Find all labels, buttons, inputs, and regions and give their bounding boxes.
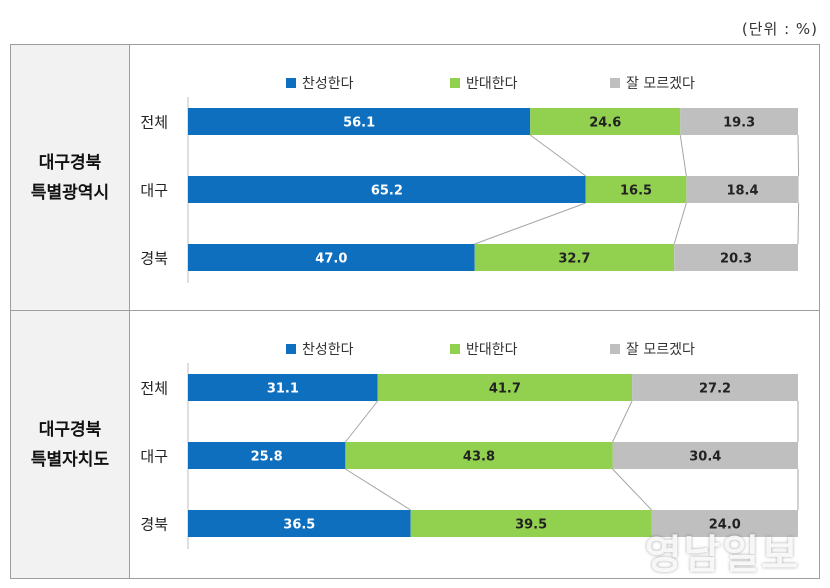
- category-label: 경북: [140, 250, 168, 268]
- bar-segment: [680, 108, 798, 135]
- data-label: 43.8: [463, 450, 495, 465]
- data-label: 30.4: [689, 450, 721, 465]
- data-label: 47.0: [315, 252, 347, 267]
- connector-line: [529, 134, 587, 177]
- data-label: 65.2: [371, 184, 403, 199]
- connector-line: [797, 134, 800, 177]
- survey-table: 대구경북 특별광역시 찬성한다 반대한다 잘 모르겠다 전체 56.1 24.6 19.3 대…: [10, 44, 820, 579]
- legend-swatch: [610, 78, 620, 88]
- bar-segment: [188, 176, 586, 203]
- legend-item: 찬성한다: [286, 76, 354, 92]
- connector-line: [612, 400, 633, 443]
- data-label: 27.2: [699, 382, 731, 397]
- data-label: 16.5: [620, 184, 652, 199]
- category-label: 전체: [140, 114, 168, 132]
- legend-label: 반대한다: [466, 342, 518, 358]
- legend-swatch: [286, 344, 296, 354]
- bar-segment: [188, 374, 378, 401]
- data-label: 41.7: [489, 382, 521, 397]
- bar-segment: [474, 244, 675, 271]
- data-label: 19.3: [723, 116, 755, 131]
- category-label: 경북: [140, 516, 168, 534]
- group-label: 대구경북 특별광역시: [30, 152, 110, 203]
- data-label: 56.1: [343, 116, 375, 131]
- bar-segment: [674, 244, 798, 271]
- connector-line: [797, 202, 800, 245]
- connector-line: [612, 468, 652, 511]
- legend-label: 잘 모르겠다: [626, 342, 695, 358]
- bar-segment: [686, 176, 799, 203]
- legend-label: 반대한다: [466, 76, 518, 92]
- legend-item: 찬성한다: [286, 342, 354, 358]
- data-label: 39.5: [515, 518, 547, 533]
- bar-segment: [188, 108, 531, 135]
- bar-segment: [585, 176, 687, 203]
- connector-line: [344, 400, 379, 443]
- data-label: 25.8: [251, 450, 283, 465]
- bar-segment: [188, 510, 411, 537]
- bar-segment: [530, 108, 681, 135]
- connector-line: [474, 202, 586, 245]
- unit-label: (단위 : %): [741, 20, 818, 38]
- group-label: 대구경북 특별자치도: [30, 419, 110, 470]
- connector-line: [679, 134, 687, 177]
- bar-segment: [632, 374, 798, 401]
- bar-segment: [410, 510, 652, 537]
- legend-swatch: [286, 78, 296, 88]
- bar-segment: [188, 442, 346, 469]
- connector-line: [673, 202, 687, 245]
- category-label: 대구: [140, 182, 168, 200]
- legend-swatch: [450, 344, 460, 354]
- data-label: 32.7: [558, 252, 590, 267]
- data-label: 36.5: [283, 518, 315, 533]
- bar-segment: [377, 374, 633, 401]
- legend-item: 반대한다: [450, 76, 518, 92]
- bar-segment: [188, 244, 475, 271]
- group-label-cell: 대구경북 특별광역시: [11, 45, 130, 310]
- bar-segment: [345, 442, 613, 469]
- data-label: 24.6: [589, 116, 621, 131]
- legend-label: 찬성한다: [302, 76, 354, 92]
- legend-item: 반대한다: [450, 342, 518, 358]
- legend-swatch: [450, 78, 460, 88]
- category-label: 전체: [140, 380, 168, 398]
- group-label-cell: 대구경북 특별자치도: [11, 311, 130, 578]
- legend-label: 잘 모르겠다: [626, 76, 695, 92]
- bar-segment: [651, 510, 798, 537]
- data-label: 24.0: [709, 518, 741, 533]
- connector-line: [345, 468, 411, 511]
- data-label: 18.4: [726, 184, 758, 199]
- data-label: 20.3: [720, 252, 752, 267]
- bar-segment: [612, 442, 798, 469]
- legend-swatch: [610, 344, 620, 354]
- legend-item: 잘 모르겠다: [610, 342, 695, 358]
- legend-label: 찬성한다: [302, 342, 354, 358]
- category-label: 대구: [140, 448, 168, 466]
- data-label: 31.1: [267, 382, 299, 397]
- legend-item: 잘 모르겠다: [610, 76, 695, 92]
